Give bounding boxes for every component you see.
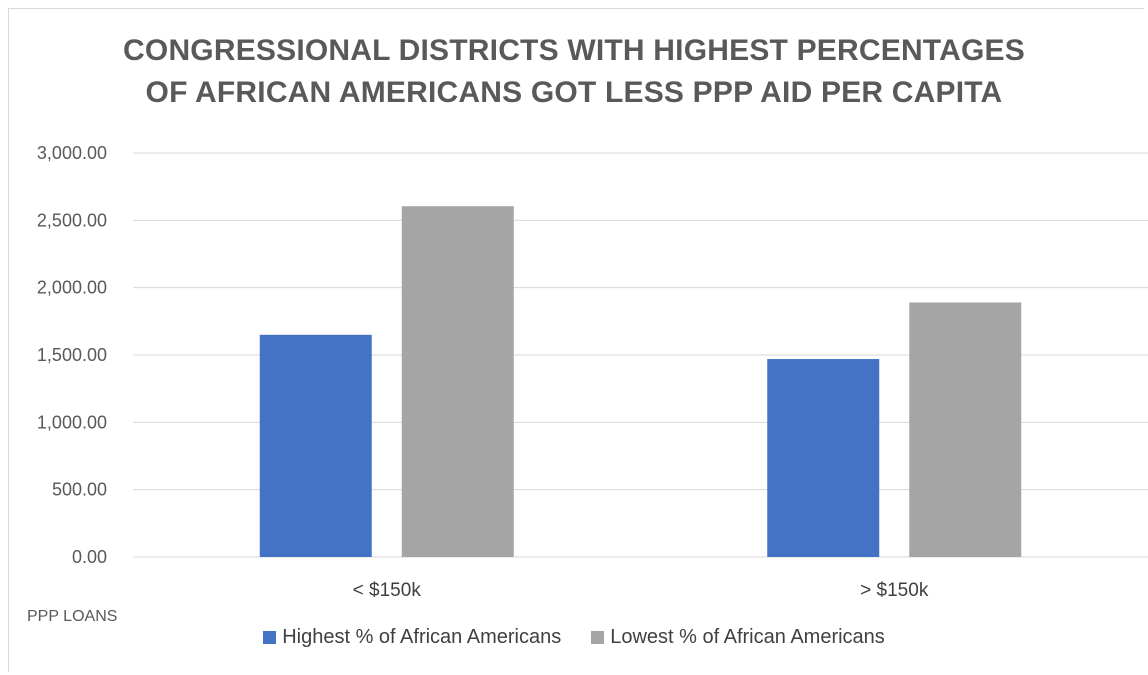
y-tick-label: 2,000.00 bbox=[37, 278, 107, 298]
y-tick-label: 2,500.00 bbox=[37, 210, 107, 230]
x-axis-title: PPP LOANS bbox=[27, 608, 118, 625]
y-tick-label: 3,000.00 bbox=[37, 143, 107, 163]
y-tick-label: 0.00 bbox=[72, 547, 107, 567]
chart-title-line-1: CONGRESSIONAL DISTRICTS WITH HIGHEST PER… bbox=[123, 34, 1025, 67]
legend-label-highest: Highest % of African Americans bbox=[282, 626, 562, 648]
legend-swatch-lowest bbox=[591, 631, 605, 644]
bar bbox=[259, 334, 372, 557]
legend-item-lowest: Lowest % of African Americans bbox=[591, 626, 885, 649]
bar bbox=[401, 206, 514, 557]
bar bbox=[909, 302, 1022, 557]
x-tick-label: < $150k bbox=[353, 580, 422, 601]
y-tick-label: 1,000.00 bbox=[37, 412, 107, 432]
chart-frame bbox=[8, 8, 1144, 672]
bar-chart: 0.00 500.00 1,000.00 1,500.00 2,000.00 2,500.… bbox=[37, 143, 1148, 601]
chart-title: CONGRESSIONAL DISTRICTS WITH HIGHEST PER… bbox=[0, 30, 1148, 114]
y-tick-label: 1,500.00 bbox=[37, 345, 107, 365]
y-tick-label: 500.00 bbox=[52, 480, 107, 500]
legend-item-highest: Highest % of African Americans bbox=[263, 626, 561, 649]
legend-swatch-highest bbox=[263, 631, 277, 644]
x-tick-label: > $150k bbox=[860, 580, 929, 601]
legend-label-lowest: Lowest % of African Americans bbox=[610, 626, 885, 648]
bar bbox=[767, 359, 880, 557]
chart-title-line-2: OF AFRICAN AMERICANS GOT LESS PPP AID PE… bbox=[145, 76, 1003, 109]
legend: Highest % of African Americans Lowest % … bbox=[0, 626, 1148, 649]
